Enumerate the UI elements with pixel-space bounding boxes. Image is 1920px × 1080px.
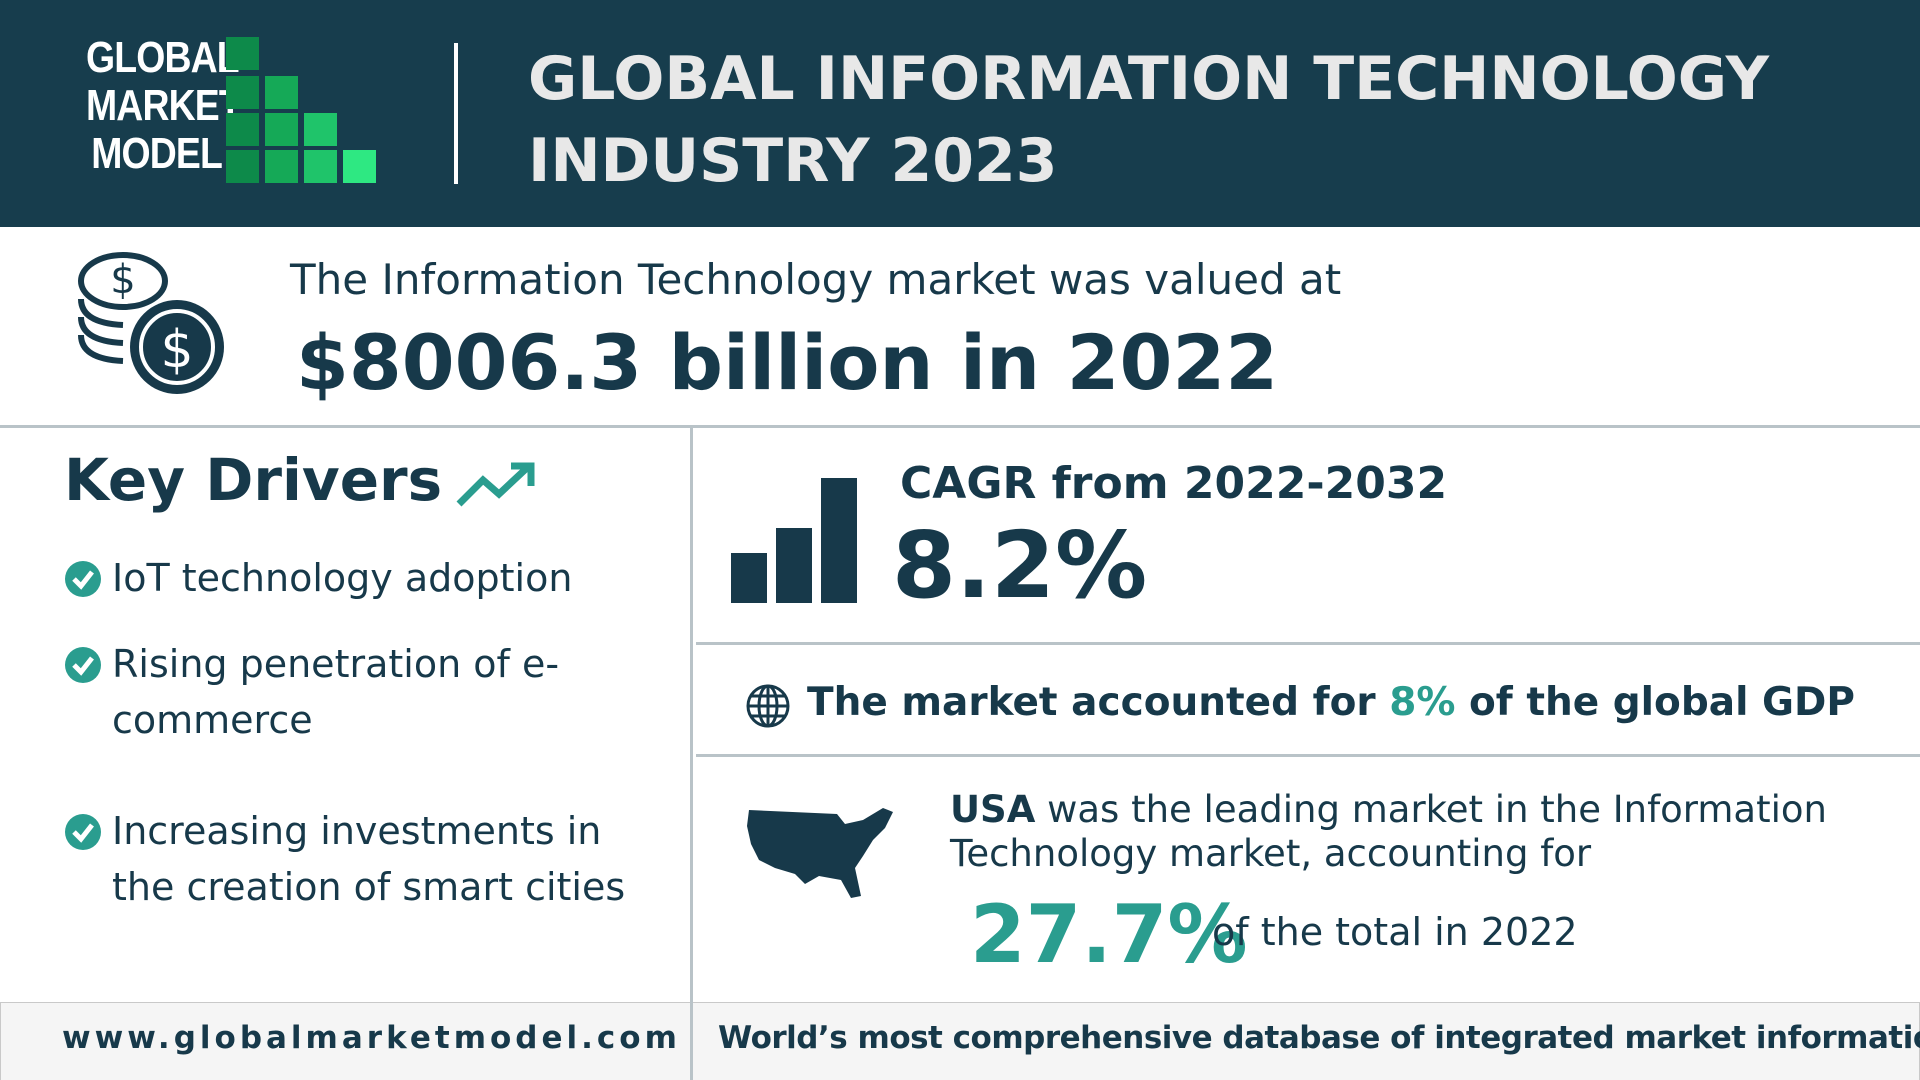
- svg-text:$: $: [160, 320, 193, 380]
- gdp-after: of the global GDP: [1468, 680, 1855, 725]
- logo-squares: [226, 37, 376, 183]
- divider: [696, 642, 1920, 645]
- footer: [0, 1002, 1920, 1080]
- logo-line: MODEL: [91, 129, 223, 178]
- usa-country: USA: [950, 788, 1036, 831]
- coins-icon: $ $: [78, 252, 224, 394]
- logo-line: GLOBAL: [86, 33, 240, 82]
- bars-icon: [731, 478, 857, 603]
- divider: [454, 43, 458, 184]
- divider: [690, 428, 693, 1080]
- divider: [690, 1002, 693, 1080]
- gdp-before: The market accounted for: [807, 680, 1376, 725]
- usa-map: [747, 808, 893, 898]
- valuation-value: $8006.3 billion in 2022: [296, 318, 1279, 407]
- logo-text: GLOBAL MARKET MODEL: [86, 33, 242, 178]
- footer-tagline: World’s most comprehensive database of i…: [718, 1020, 1920, 1056]
- usa-text: USA was the leading market in the Inform…: [950, 788, 1850, 876]
- usa-value: 27.7%: [970, 888, 1248, 981]
- gdp-text: The market accounted for 8% of the globa…: [807, 680, 1855, 725]
- valuation-intro: The Information Technology market was va…: [290, 255, 1342, 304]
- usa-sentence: was the leading market in the Informatio…: [950, 788, 1827, 875]
- divider: [696, 754, 1920, 757]
- driver-list: IoT technology adoption Rising penetratio…: [64, 550, 654, 915]
- driver-text: Increasing investments in the creation o…: [112, 809, 626, 909]
- title: GLOBAL INFORMATION TECHNOLOGY INDUSTRY 2…: [528, 44, 1770, 196]
- cagr-label: CAGR from 2022-2032: [900, 458, 1448, 509]
- svg-text:$: $: [110, 257, 135, 303]
- section-title: Key Drivers: [64, 446, 443, 514]
- driver-text: Rising penetration of e-commerce: [112, 642, 560, 742]
- usa-after: of the total in 2022: [1212, 910, 1578, 954]
- globe-icon: [746, 684, 790, 728]
- check-icon: [65, 814, 101, 850]
- logo-line: MARKET: [86, 81, 242, 130]
- driver-text: IoT technology adoption: [112, 556, 573, 600]
- check-icon: [65, 561, 101, 597]
- trend-icon: [456, 462, 535, 507]
- footer-url: www.globalmarketmodel.com: [62, 1020, 681, 1056]
- gdp-value: 8%: [1389, 680, 1456, 725]
- driver-item: Increasing investments in the creation o…: [64, 803, 654, 915]
- cagr-value: 8.2%: [892, 512, 1148, 619]
- driver-item: IoT technology adoption: [64, 550, 654, 606]
- divider: [0, 425, 1920, 428]
- driver-item: Rising penetration of e-commerce: [64, 636, 654, 748]
- check-icon: [65, 647, 101, 683]
